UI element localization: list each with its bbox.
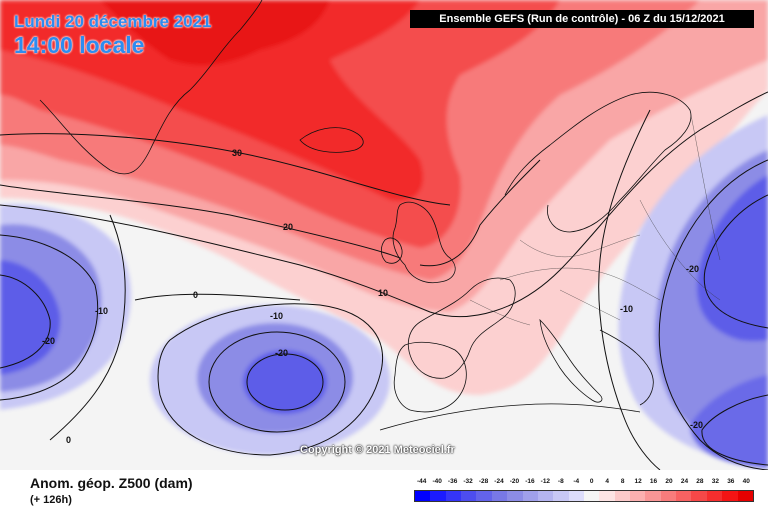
legend-swatch	[568, 491, 584, 501]
legend-swatch	[706, 491, 723, 501]
legend-swatch	[445, 491, 462, 501]
legend-swatch	[537, 491, 554, 501]
contour-label-neg10-west: -10	[95, 306, 108, 316]
contour-neg10-central	[208, 331, 346, 433]
scandinavia-coast	[504, 91, 692, 233]
legend-tick-label: -40	[432, 478, 442, 485]
western-europe-coast	[407, 277, 516, 379]
contour-label-0-south: 0	[66, 435, 71, 445]
legend-tick-label: -44	[417, 478, 427, 485]
forecast-date: Lundi 20 décembre 2021	[14, 12, 212, 31]
british-isles-coast	[392, 201, 456, 284]
legend-tick-label: 40	[742, 478, 750, 485]
contour-neg20-southeast	[701, 394, 768, 466]
forecast-local-time: 14:00 locale	[14, 32, 145, 58]
legend-tick-label: 32	[711, 478, 719, 485]
legend-tick-label: -16	[525, 478, 535, 485]
contour-label-neg20-southeast: -20	[690, 420, 703, 430]
lead-time-label: (+ 126h)	[30, 494, 72, 506]
legend-swatch	[599, 491, 615, 501]
color-scale-legend: -44 -40 -36 -32 -28 -24 -20 -16 -12 -8 -4 0 4 8 12 16 20…	[414, 478, 754, 508]
legend-color-bar	[414, 490, 754, 502]
legend-tick-label: -28	[478, 478, 489, 485]
balkans-coast	[599, 329, 654, 406]
contour-30	[0, 133, 451, 206]
legend-tick-label: -36	[447, 478, 458, 485]
country-borders	[469, 109, 721, 326]
contour-0-central	[157, 303, 383, 456]
contour-10	[0, 91, 768, 318]
geopotential-anomaly-map: 30 20 10 0 -10 -20 -10 -20 -10 -20 -20 0	[0, 0, 768, 470]
contour-label-neg10-central: -10	[270, 311, 283, 321]
contour-label-neg20-east: -20	[686, 264, 699, 274]
legend-swatch	[415, 491, 431, 501]
legend-swatch	[430, 491, 446, 501]
contour-neg20-west	[0, 274, 51, 369]
legend-swatch	[553, 491, 569, 501]
positive-anomaly-field	[0, 0, 768, 395]
contour-label-20: 20	[283, 222, 293, 232]
legend-tick-label: 0	[589, 478, 594, 485]
legend-swatch	[737, 491, 753, 501]
contour-neg20-central	[246, 353, 324, 411]
legend-tick-label: 8	[620, 478, 625, 485]
legend-tick-label: 28	[696, 478, 704, 485]
negative-anomaly-field	[0, 115, 768, 470]
legend-swatch	[645, 491, 661, 501]
legend-swatch	[583, 491, 600, 501]
greenland-coast	[39, 0, 263, 175]
legend-tick-label: -4	[573, 478, 580, 485]
coastlines	[39, 0, 692, 431]
iberia-coast	[393, 341, 467, 413]
contour-neg10-east	[658, 159, 768, 470]
legend-tick-label: 16	[649, 478, 658, 485]
italy-coast	[539, 318, 603, 403]
contour-0-west	[49, 214, 301, 441]
contour-0-east	[598, 109, 661, 470]
legend-tick-label: 36	[727, 478, 735, 485]
contour-neg10-west	[0, 234, 99, 401]
ireland-coast	[380, 237, 403, 264]
legend-swatch	[722, 491, 738, 501]
legend-tick-label: 24	[680, 478, 689, 485]
legend-swatch	[614, 491, 631, 501]
legend-tick-labels: -44 -40 -36 -32 -28 -24 -20 -16 -12 -8 -4 0 4 8 12 16 20…	[414, 478, 754, 490]
legend-tick-label: -12	[540, 478, 551, 485]
legend-swatch	[660, 491, 677, 501]
run-info-banner: Ensemble GEFS (Run de contrôle) - 06 Z d…	[410, 10, 754, 28]
contour-label-neg10-east: -10	[620, 304, 633, 314]
legend-tick-label: 12	[634, 478, 642, 485]
north-africa-coast	[379, 403, 641, 431]
legend-swatch	[476, 491, 492, 501]
legend-tick-label: -20	[509, 478, 520, 485]
contour-neg20-east	[703, 194, 768, 329]
variable-label: Anom. géop. Z500 (dam)	[30, 475, 193, 491]
legend-swatch	[461, 491, 477, 501]
legend-swatch	[507, 491, 523, 501]
copyright-notice: Copyright © 2021 Meteociel.fr	[300, 444, 455, 456]
legend-swatch	[630, 491, 646, 501]
contour-20	[0, 159, 541, 267]
contour-label-0-north: 0	[193, 290, 198, 300]
legend-tick-label: 20	[665, 478, 673, 485]
legend-swatch	[522, 491, 538, 501]
legend-tick-label: -24	[494, 478, 504, 485]
contour-label-10: 10	[378, 288, 388, 298]
legend-swatch	[491, 491, 508, 501]
contour-label-neg20-central: -20	[275, 348, 288, 358]
contour-lines	[0, 91, 768, 470]
legend-tick-label: -8	[557, 478, 564, 485]
contour-label-neg20-west: -20	[42, 336, 55, 346]
legend-swatch	[676, 491, 692, 501]
iceland-coast	[299, 127, 364, 153]
contour-label-30: 30	[232, 148, 242, 158]
legend-swatch	[691, 491, 707, 501]
contour-label-group: 30 20 10 0 -10 -20 -10 -20 -10 -20 -20 0	[42, 148, 703, 445]
legend-tick-label: 4	[605, 478, 609, 485]
legend-tick-label: -32	[463, 478, 473, 485]
